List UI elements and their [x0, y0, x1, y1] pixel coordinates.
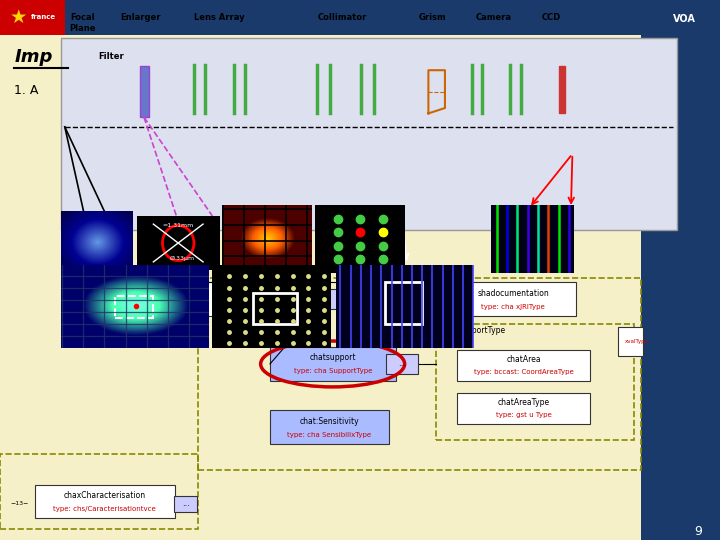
Text: chaxCharacterisation: chaxCharacterisation — [63, 491, 146, 500]
Text: 1..∞: 1..∞ — [292, 275, 305, 281]
Bar — [310, 289, 342, 309]
Text: Lens Array: Lens Array — [194, 14, 245, 23]
Bar — [0, 454, 198, 529]
Text: Ø.33μm: Ø.33μm — [170, 255, 195, 261]
Text: Collimator: Collimator — [318, 14, 366, 23]
Text: Imp: Imp — [14, 48, 53, 66]
Text: 9: 9 — [695, 525, 702, 538]
Text: Camera: Camera — [475, 14, 511, 23]
Text: Focal
Plane: Focal Plane — [70, 14, 96, 33]
Bar — [559, 66, 565, 113]
Text: 1. A: 1. A — [14, 84, 39, 97]
Bar — [457, 350, 590, 381]
Bar — [253, 293, 297, 324]
Text: type: bccast: CoordAreaType: type: bccast: CoordAreaType — [474, 369, 574, 375]
Bar — [270, 410, 389, 444]
Text: type: gst u Type: type: gst u Type — [496, 412, 552, 418]
Bar — [384, 282, 422, 324]
Text: =1.31mm: =1.31mm — [163, 223, 194, 228]
Text: chat:Sensitivity: chat:Sensitivity — [300, 417, 359, 426]
Text: 1..∞: 1..∞ — [397, 327, 410, 332]
Text: chatAreaType: chatAreaType — [498, 399, 550, 408]
Bar — [641, 0, 720, 540]
Text: type: cha xJRIType: type: cha xJRIType — [481, 303, 545, 309]
Text: france: france — [31, 14, 55, 21]
Text: Enlarger: Enlarger — [120, 14, 161, 23]
Bar — [450, 282, 576, 316]
Text: type: chs/Caracterisationtvce: type: chs/Caracterisationtvce — [53, 506, 156, 512]
Text: type: cha SensibilixType: type: cha SensibilixType — [287, 431, 372, 437]
Bar — [205, 282, 324, 316]
Bar — [61, 38, 677, 230]
Bar — [198, 278, 641, 470]
Bar — [0, 0, 720, 35]
Text: shadocumentation: shadocumentation — [477, 289, 549, 298]
Text: ...: ... — [323, 295, 330, 303]
Text: Filter: Filter — [99, 52, 125, 61]
Text: CCD: CCD — [541, 14, 560, 23]
Bar — [436, 324, 634, 440]
Bar — [140, 66, 149, 117]
Bar — [386, 354, 418, 374]
Text: type: cha SupportType: type: cha SupportType — [294, 368, 372, 374]
Text: Grism: Grism — [418, 14, 446, 23]
Text: chaxSupportType: chaxSupportType — [439, 326, 505, 335]
Bar — [35, 485, 175, 518]
Bar — [618, 327, 643, 356]
Bar — [115, 296, 153, 318]
Bar — [457, 393, 590, 424]
Text: ...: ... — [182, 500, 189, 508]
Bar — [174, 496, 197, 512]
Text: chatsupport: chatsupport — [310, 354, 356, 362]
Text: xvalType: xvalType — [625, 339, 649, 344]
Text: VOA: VOA — [672, 14, 696, 24]
Text: ...: ... — [398, 360, 405, 368]
Text: type= chxCoverageType: type= chxCoverageType — [222, 303, 307, 309]
Bar — [270, 347, 396, 381]
Text: 1..p: 1..p — [361, 275, 373, 281]
Bar — [0, 0, 65, 35]
Text: chaxcoverage: chaxcoverage — [238, 289, 292, 298]
Text: ★: ★ — [9, 8, 27, 27]
Text: −13−: −13− — [11, 501, 30, 506]
Text: chatArea: chatArea — [506, 355, 541, 364]
